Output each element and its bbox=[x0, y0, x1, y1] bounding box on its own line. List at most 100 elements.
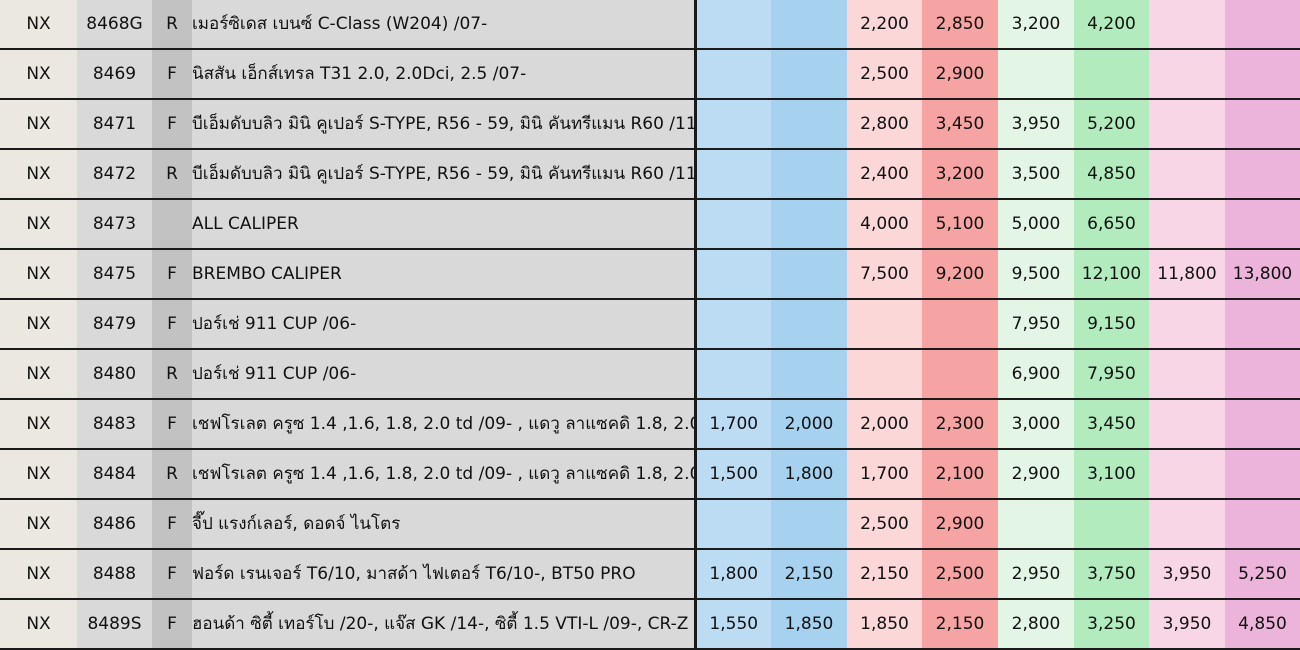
price-cell bbox=[695, 199, 771, 250]
price-cell: 2,000 bbox=[847, 399, 922, 450]
price-cell: 3,950 bbox=[998, 99, 1074, 150]
part-code-cell: 8486 bbox=[77, 499, 152, 550]
price-cell: 7,950 bbox=[1074, 349, 1149, 400]
price-cell: 3,450 bbox=[1074, 399, 1149, 450]
price-cell bbox=[771, 49, 847, 100]
table-row: NX 8480 R ปอร์เช่ 911 CUP /06- 6,900 7,950 bbox=[0, 349, 1300, 400]
position-cell: R bbox=[152, 349, 192, 400]
table-row: NX 8488 F ฟอร์ด เรนเจอร์ T6/10, มาสด้า ไฟเต… bbox=[0, 549, 1300, 600]
position-cell: F bbox=[152, 99, 192, 150]
brand-cell: NX bbox=[0, 0, 77, 50]
price-cell bbox=[695, 149, 771, 200]
description-cell: ฮอนด้า ซิตี้ เทอร์โบ /20-, แจ๊ส GK /14-,… bbox=[192, 599, 697, 650]
price-cell bbox=[1225, 399, 1300, 450]
part-code-cell: 8480 bbox=[77, 349, 152, 400]
price-cell: 2,500 bbox=[847, 499, 922, 550]
price-cell: 7,950 bbox=[998, 299, 1074, 350]
price-cell bbox=[695, 0, 771, 50]
price-cell bbox=[1149, 0, 1225, 50]
price-cell: 3,950 bbox=[1149, 549, 1225, 600]
price-cell: 2,500 bbox=[922, 549, 998, 600]
price-cell: 3,750 bbox=[1074, 549, 1149, 600]
price-cell bbox=[1225, 49, 1300, 100]
position-cell: R bbox=[152, 149, 192, 200]
price-cell: 1,850 bbox=[847, 599, 922, 650]
table-row: NX 8483 F เชฟโรเลต ครูซ 1.4 ,1.6, 1.8, 2.0 … bbox=[0, 399, 1300, 450]
price-cell bbox=[1225, 349, 1300, 400]
description-cell: บีเอ็มดับบลิว มินิ คูเปอร์ S-TYPE, R56 -… bbox=[192, 99, 697, 150]
brand-cell: NX bbox=[0, 99, 77, 150]
position-cell: F bbox=[152, 249, 192, 300]
brand-cell: NX bbox=[0, 149, 77, 200]
description-cell: ALL CALIPER bbox=[192, 199, 697, 250]
part-code-cell: 8468G bbox=[77, 0, 152, 50]
price-cell: 9,500 bbox=[998, 249, 1074, 300]
price-cell: 2,200 bbox=[847, 0, 922, 50]
brand-cell: NX bbox=[0, 549, 77, 600]
price-cell: 2,400 bbox=[847, 149, 922, 200]
price-cell: 2,800 bbox=[998, 599, 1074, 650]
position-cell: R bbox=[152, 0, 192, 50]
price-cell: 2,150 bbox=[771, 549, 847, 600]
price-cell: 5,250 bbox=[1225, 549, 1300, 600]
price-cell bbox=[771, 149, 847, 200]
price-cell: 13,800 bbox=[1225, 249, 1300, 300]
price-cell bbox=[847, 349, 922, 400]
price-cell: 3,950 bbox=[1149, 599, 1225, 650]
price-cell bbox=[1225, 0, 1300, 50]
position-cell: F bbox=[152, 49, 192, 100]
price-cell: 3,100 bbox=[1074, 449, 1149, 500]
brand-cell: NX bbox=[0, 49, 77, 100]
price-cell bbox=[695, 349, 771, 400]
price-cell: 5,000 bbox=[998, 199, 1074, 250]
price-cell: 2,000 bbox=[771, 399, 847, 450]
price-cell bbox=[1225, 299, 1300, 350]
price-cell: 1,800 bbox=[695, 549, 771, 600]
brand-cell: NX bbox=[0, 449, 77, 500]
description-cell: ปอร์เช่ 911 CUP /06- bbox=[192, 349, 697, 400]
brand-cell: NX bbox=[0, 299, 77, 350]
brand-cell: NX bbox=[0, 199, 77, 250]
brand-cell: NX bbox=[0, 399, 77, 450]
part-code-cell: 8483 bbox=[77, 399, 152, 450]
price-cell bbox=[695, 499, 771, 550]
price-cell bbox=[1225, 199, 1300, 250]
price-cell: 2,150 bbox=[847, 549, 922, 600]
price-cell: 2,150 bbox=[922, 599, 998, 650]
part-code-cell: 8473 bbox=[77, 199, 152, 250]
position-cell: F bbox=[152, 549, 192, 600]
price-cell: 2,300 bbox=[922, 399, 998, 450]
table-row: NX 8475 F BREMBO CALIPER 7,500 9,200 9,500 12,1… bbox=[0, 249, 1300, 300]
price-cell bbox=[1149, 49, 1225, 100]
description-cell: BREMBO CALIPER bbox=[192, 249, 697, 300]
price-cell: 1,500 bbox=[695, 449, 771, 500]
price-cell: 2,500 bbox=[847, 49, 922, 100]
description-cell: ฟอร์ด เรนเจอร์ T6/10, มาสด้า ไฟเตอร์ T6/… bbox=[192, 549, 697, 600]
price-cell: 2,900 bbox=[922, 49, 998, 100]
price-cell: 2,950 bbox=[998, 549, 1074, 600]
price-cell bbox=[695, 299, 771, 350]
brand-cell: NX bbox=[0, 349, 77, 400]
price-cell: 1,800 bbox=[771, 449, 847, 500]
description-cell: บีเอ็มดับบลิว มินิ คูเปอร์ S-TYPE, R56 -… bbox=[192, 149, 697, 200]
price-cell: 1,700 bbox=[695, 399, 771, 450]
description-cell: เชฟโรเลต ครูซ 1.4 ,1.6, 1.8, 2.0 td /09-… bbox=[192, 399, 697, 450]
price-cell: 3,200 bbox=[998, 0, 1074, 50]
part-code-cell: 8488 bbox=[77, 549, 152, 600]
price-cell: 4,850 bbox=[1225, 599, 1300, 650]
position-cell: F bbox=[152, 599, 192, 650]
price-cell bbox=[695, 249, 771, 300]
price-cell: 6,650 bbox=[1074, 199, 1149, 250]
brand-cell: NX bbox=[0, 599, 77, 650]
position-cell: F bbox=[152, 399, 192, 450]
price-cell bbox=[1149, 399, 1225, 450]
table-row: NX 8484 R เชฟโรเลต ครูซ 1.4 ,1.6, 1.8, 2.0 … bbox=[0, 449, 1300, 500]
price-cell bbox=[1149, 499, 1225, 550]
price-cell: 1,700 bbox=[847, 449, 922, 500]
part-code-cell: 8489S bbox=[77, 599, 152, 650]
table-row: NX 8471 F บีเอ็มดับบลิว มินิ คูเปอร์ S-TYPE… bbox=[0, 99, 1300, 150]
description-cell: เชฟโรเลต ครูซ 1.4 ,1.6, 1.8, 2.0 td /09-… bbox=[192, 449, 697, 500]
price-cell: 11,800 bbox=[1149, 249, 1225, 300]
